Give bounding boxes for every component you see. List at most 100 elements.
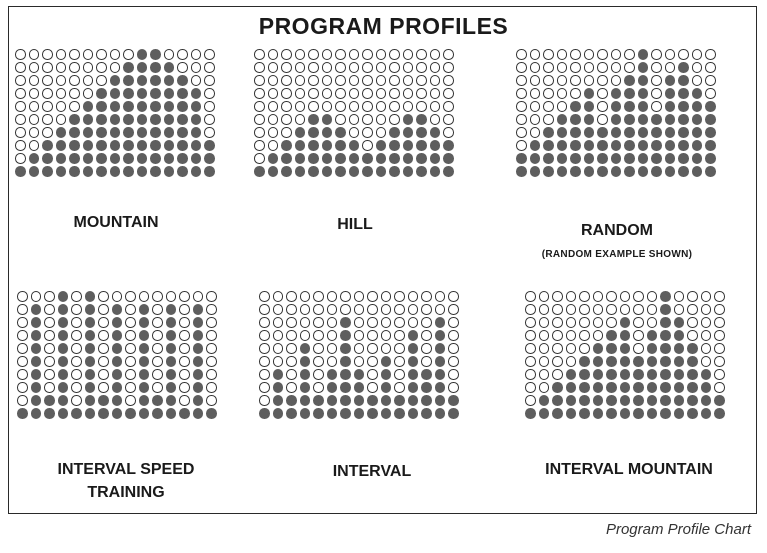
dot-filled: [678, 62, 689, 73]
dot-filled: [190, 140, 201, 151]
dot-filled: [192, 408, 203, 419]
dot-filled: [125, 408, 136, 419]
dot-empty: [443, 127, 454, 138]
dot-empty: [552, 317, 563, 328]
dot-empty: [543, 88, 554, 99]
dot-empty: [375, 114, 386, 125]
dot-empty: [125, 369, 136, 380]
dot-empty: [55, 101, 66, 112]
dot-filled: [348, 140, 359, 151]
dot-filled: [633, 382, 644, 393]
dot-empty: [281, 127, 292, 138]
dot-filled: [637, 49, 648, 60]
dot-empty: [516, 62, 527, 73]
dot-empty: [98, 382, 109, 393]
dot-empty: [362, 49, 373, 60]
dot-filled: [448, 395, 459, 406]
dot-filled: [163, 101, 174, 112]
figure-caption: Program Profile Chart: [605, 521, 751, 538]
dot-filled: [192, 356, 203, 367]
dot-empty: [583, 49, 594, 60]
dot-empty: [17, 343, 28, 354]
dot-empty: [71, 291, 82, 302]
dot-empty: [552, 356, 563, 367]
dot-empty: [389, 88, 400, 99]
dot-empty: [375, 49, 386, 60]
dot-empty: [597, 62, 608, 73]
dot-empty: [552, 330, 563, 341]
page-title: PROGRAM PROFILES: [258, 13, 509, 39]
dot-filled: [272, 382, 283, 393]
dot-empty: [348, 114, 359, 125]
dot-empty: [96, 62, 107, 73]
dot-empty: [42, 101, 53, 112]
dot-filled: [321, 127, 332, 138]
dot-empty: [606, 291, 617, 302]
dot-empty: [402, 75, 413, 86]
dot-filled: [281, 140, 292, 151]
dot-filled: [69, 140, 80, 151]
dot-empty: [254, 114, 265, 125]
dot-empty: [516, 75, 527, 86]
dot-filled: [646, 343, 657, 354]
dot-empty: [529, 88, 540, 99]
dot-empty: [687, 317, 698, 328]
dot-empty: [163, 49, 174, 60]
dot-empty: [714, 317, 725, 328]
chart-frame: PROGRAM PROFILES MOUNTAIN HILL RANDOM (R…: [8, 6, 757, 514]
dot-filled: [362, 153, 373, 164]
dot-empty: [254, 62, 265, 73]
dot-empty: [570, 88, 581, 99]
dot-empty: [687, 330, 698, 341]
dot-empty: [375, 62, 386, 73]
dot-empty: [179, 291, 190, 302]
dot-filled: [529, 153, 540, 164]
dot-empty: [313, 356, 324, 367]
dot-empty: [416, 49, 427, 60]
dot-empty: [299, 304, 310, 315]
dot-filled: [583, 153, 594, 164]
dot-empty: [206, 395, 217, 406]
dot-empty: [204, 88, 215, 99]
dot-filled: [123, 166, 134, 177]
profile-mountain: [15, 49, 218, 179]
dot-empty: [17, 291, 28, 302]
dot-filled: [165, 317, 176, 328]
dot-empty: [28, 49, 39, 60]
dot-filled: [583, 127, 594, 138]
dot-empty: [538, 356, 549, 367]
dot-empty: [348, 49, 359, 60]
dot-empty: [367, 369, 378, 380]
dot-filled: [637, 140, 648, 151]
dot-empty: [664, 49, 675, 60]
dot-empty: [42, 75, 53, 86]
dot-filled: [82, 166, 93, 177]
dot-empty: [565, 304, 576, 315]
dot-filled: [204, 166, 215, 177]
dot-filled: [633, 408, 644, 419]
dot-empty: [516, 127, 527, 138]
dot-filled: [55, 127, 66, 138]
dot-empty: [700, 291, 711, 302]
dot-empty: [335, 88, 346, 99]
dot-empty: [294, 62, 305, 73]
dot-filled: [321, 153, 332, 164]
dot-filled: [516, 166, 527, 177]
dot-empty: [407, 317, 418, 328]
dot-empty: [529, 127, 540, 138]
dot-filled: [402, 166, 413, 177]
dot-filled: [190, 101, 201, 112]
dot-filled: [637, 101, 648, 112]
dot-empty: [125, 330, 136, 341]
dot-empty: [579, 343, 590, 354]
dot-empty: [525, 395, 536, 406]
dot-empty: [556, 49, 567, 60]
dot-empty: [664, 62, 675, 73]
dot-empty: [109, 62, 120, 73]
dot-empty: [28, 88, 39, 99]
dot-empty: [348, 88, 359, 99]
dot-filled: [606, 343, 617, 354]
dot-filled: [123, 127, 134, 138]
dot-filled: [111, 382, 122, 393]
dot-filled: [687, 343, 698, 354]
